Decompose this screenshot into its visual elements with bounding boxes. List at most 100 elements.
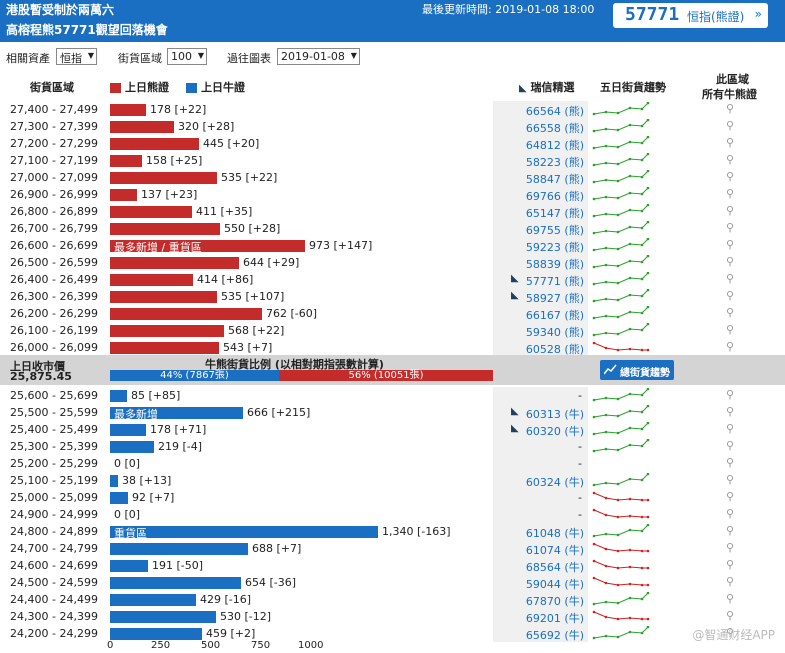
asset-select[interactable]: 恒指 <box>56 48 97 65</box>
warrant-link[interactable]: 66564 (熊) <box>525 105 584 118</box>
magnifier-icon[interactable]: ⚲ <box>726 102 735 115</box>
magnifier-icon[interactable]: ⚲ <box>726 575 735 588</box>
magnifier-icon[interactable]: ⚲ <box>726 490 735 503</box>
five-day-trend-sparkline[interactable] <box>592 507 652 522</box>
bear-bar[interactable] <box>110 104 146 116</box>
bear-bar[interactable] <box>110 325 224 337</box>
five-day-trend-sparkline[interactable] <box>592 388 652 403</box>
bull-bar[interactable] <box>110 492 128 504</box>
five-day-trend-sparkline[interactable] <box>592 473 652 488</box>
warrant-link[interactable]: 69766 (熊) <box>525 190 584 203</box>
magnifier-icon[interactable]: ⚲ <box>726 626 735 639</box>
five-day-trend-sparkline[interactable] <box>592 238 652 253</box>
magnifier-icon[interactable]: ⚲ <box>726 119 735 132</box>
magnifier-icon[interactable]: ⚲ <box>726 405 735 418</box>
warrant-link[interactable]: 59340 (熊) <box>525 326 584 339</box>
warrant-link[interactable]: 61048 (牛) <box>525 527 584 540</box>
five-day-trend-sparkline[interactable] <box>592 306 652 321</box>
five-day-trend-sparkline[interactable] <box>592 340 652 355</box>
bull-bar[interactable] <box>110 390 127 402</box>
five-day-trend-sparkline[interactable] <box>592 204 652 219</box>
warrant-link[interactable]: 58847 (熊) <box>525 173 584 186</box>
bull-bar[interactable]: 重貨區 <box>110 526 378 540</box>
magnifier-icon[interactable]: ⚲ <box>726 306 735 319</box>
five-day-trend-sparkline[interactable] <box>592 323 652 338</box>
bull-bar[interactable] <box>110 543 248 555</box>
five-day-trend-sparkline[interactable] <box>592 439 652 454</box>
warrant-link[interactable]: 58927 (熊) <box>525 292 584 305</box>
warrant-link[interactable]: 67870 (牛) <box>525 595 584 608</box>
warrant-link[interactable]: 60528 (熊) <box>525 343 584 356</box>
five-day-trend-sparkline[interactable] <box>592 289 652 304</box>
bull-bar[interactable] <box>110 475 118 487</box>
total-trend-button[interactable]: 總街貨趨勢 <box>600 360 674 380</box>
warrant-link[interactable]: 58839 (熊) <box>525 258 584 271</box>
five-day-trend-sparkline[interactable] <box>592 255 652 270</box>
magnifier-icon[interactable]: ⚲ <box>726 524 735 537</box>
warrant-link[interactable]: 64812 (熊) <box>525 139 584 152</box>
five-day-trend-sparkline[interactable] <box>592 592 652 607</box>
five-day-trend-sparkline[interactable] <box>592 609 652 624</box>
five-day-trend-sparkline[interactable] <box>592 524 652 539</box>
bear-bar[interactable] <box>110 342 219 354</box>
bear-bar[interactable]: 最多新增 / 重貨區 <box>110 240 305 254</box>
warrant-link[interactable]: 66558 (熊) <box>525 122 584 135</box>
bear-bar[interactable] <box>110 172 217 184</box>
bull-bar[interactable] <box>110 424 146 436</box>
warrant-link[interactable]: 60320 (牛) <box>525 425 584 438</box>
bull-bar[interactable] <box>110 628 202 640</box>
five-day-trend-sparkline[interactable] <box>592 626 652 641</box>
magnifier-icon[interactable]: ⚲ <box>726 255 735 268</box>
five-day-trend-sparkline[interactable] <box>592 405 652 420</box>
five-day-trend-sparkline[interactable] <box>592 221 652 236</box>
five-day-trend-sparkline[interactable] <box>592 136 652 151</box>
bear-bar[interactable] <box>110 155 142 167</box>
bear-bar[interactable] <box>110 274 193 286</box>
magnifier-icon[interactable]: ⚲ <box>726 204 735 217</box>
bear-bar[interactable] <box>110 223 220 235</box>
magnifier-icon[interactable]: ⚲ <box>726 323 735 336</box>
bull-bar[interactable] <box>110 441 154 453</box>
five-day-trend-sparkline[interactable] <box>592 422 652 437</box>
bear-bar[interactable] <box>110 257 239 269</box>
warrant-link[interactable]: 60324 (牛) <box>525 476 584 489</box>
zone-select[interactable]: 100 <box>167 48 207 65</box>
magnifier-icon[interactable]: ⚲ <box>726 187 735 200</box>
magnifier-icon[interactable]: ⚲ <box>726 340 735 353</box>
warrant-link[interactable]: 69755 (熊) <box>525 224 584 237</box>
magnifier-icon[interactable]: ⚲ <box>726 238 735 251</box>
warrant-link[interactable]: 61074 (牛) <box>525 544 584 557</box>
warrant-link[interactable]: 60313 (牛) <box>525 408 584 421</box>
bull-bar[interactable]: 最多新增 <box>110 407 243 421</box>
bear-bar[interactable] <box>110 138 199 150</box>
magnifier-icon[interactable]: ⚲ <box>726 272 735 285</box>
magnifier-icon[interactable]: ⚲ <box>726 609 735 622</box>
magnifier-icon[interactable]: ⚲ <box>726 507 735 520</box>
warrant-link[interactable]: 66167 (熊) <box>525 309 584 322</box>
magnifier-icon[interactable]: ⚲ <box>726 388 735 401</box>
five-day-trend-sparkline[interactable] <box>592 490 652 505</box>
five-day-trend-sparkline[interactable] <box>592 119 652 134</box>
warrant-link[interactable]: 65692 (牛) <box>525 629 584 642</box>
warrant-link[interactable]: 68564 (牛) <box>525 561 584 574</box>
magnifier-icon[interactable]: ⚲ <box>726 153 735 166</box>
warrant-link[interactable]: 65147 (熊) <box>525 207 584 220</box>
magnifier-icon[interactable]: ⚲ <box>726 221 735 234</box>
magnifier-icon[interactable]: ⚲ <box>726 422 735 435</box>
bull-bar[interactable] <box>110 611 216 623</box>
five-day-trend-sparkline[interactable] <box>592 170 652 185</box>
bull-bar[interactable] <box>110 577 241 589</box>
warrant-link[interactable]: 69201 (牛) <box>525 612 584 625</box>
bear-bar[interactable] <box>110 121 174 133</box>
magnifier-icon[interactable]: ⚲ <box>726 473 735 486</box>
five-day-trend-sparkline[interactable] <box>592 187 652 202</box>
date-select[interactable]: 2019-01-08 <box>277 48 360 65</box>
bear-bar[interactable] <box>110 308 262 320</box>
five-day-trend-sparkline[interactable] <box>592 102 652 117</box>
magnifier-icon[interactable]: ⚲ <box>726 170 735 183</box>
five-day-trend-sparkline[interactable] <box>592 558 652 573</box>
magnifier-icon[interactable]: ⚲ <box>726 592 735 605</box>
bull-bar[interactable] <box>110 594 196 606</box>
five-day-trend-sparkline[interactable] <box>592 153 652 168</box>
warrant-link[interactable]: 59044 (牛) <box>525 578 584 591</box>
